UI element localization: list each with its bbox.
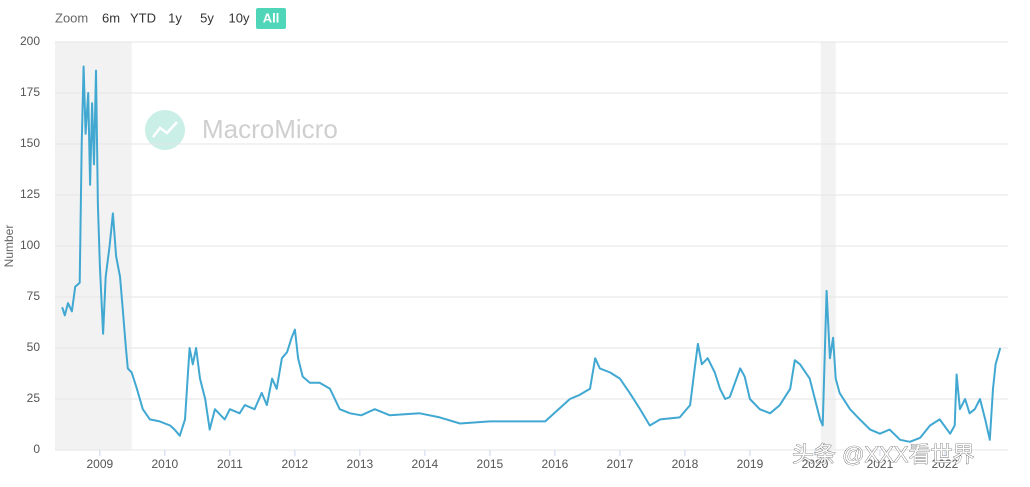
zoom-button[interactable]: 6m [102,10,120,25]
x-tick-label: 2011 [217,457,243,471]
x-tick-label: 2019 [737,457,764,471]
x-tick-label: 2009 [87,457,114,471]
y-tick-label: 75 [27,289,41,303]
y-tick-label: 100 [20,238,40,252]
zoom-button[interactable]: All [256,8,286,29]
x-tick-label: 2015 [477,457,504,471]
watermark: MacroMicro [202,114,338,144]
zoom-button-label: 6m [102,10,120,25]
zoom-button-label: 10y [229,10,250,25]
zoom-button[interactable]: 10y [229,10,250,25]
x-tick-label: 2021 [867,457,894,471]
zoom-button-label: 1y [168,10,182,25]
zoom-label: Zoom [55,10,88,25]
zoom-button[interactable]: 5y [200,10,214,25]
x-tick-label: 2018 [672,457,699,471]
x-tick-label: 2017 [607,457,634,471]
zoom-button-label: All [263,10,280,25]
x-tick-label: 2013 [347,457,374,471]
x-tick-label: 2016 [542,457,569,471]
x-tick-label: 2020 [802,457,829,471]
zoom-button[interactable]: YTD [130,10,156,25]
y-tick-label: 125 [20,187,40,201]
y-tick-label: 200 [20,34,40,48]
zoom-button[interactable]: 1y [168,10,182,25]
y-axis-title: Number [2,225,16,268]
zoom-button-label: 5y [200,10,214,25]
x-tick-label: 2012 [282,457,309,471]
zoom-button-bg [256,8,286,29]
y-tick-label: 0 [33,442,40,456]
zoom-button-label: YTD [130,10,156,25]
watermark-logo-icon [152,121,178,138]
x-tick-label: 2010 [152,457,179,471]
x-tick-label: 2014 [412,457,439,471]
y-tick-label: 150 [20,136,40,150]
y-tick-label: 175 [20,85,40,99]
x-tick-label: 2022 [932,457,959,471]
watermark-logo [145,110,185,150]
y-tick-label: 25 [27,391,41,405]
overlay-watermark: 头条 @XXX看世界 [792,442,974,467]
line [61,65,1002,443]
plot-area: 0 25 50 75 100 125 150 175 200 2009 2010 2011 2012 20… [20,34,1008,471]
y-tick-label: 50 [27,340,41,354]
